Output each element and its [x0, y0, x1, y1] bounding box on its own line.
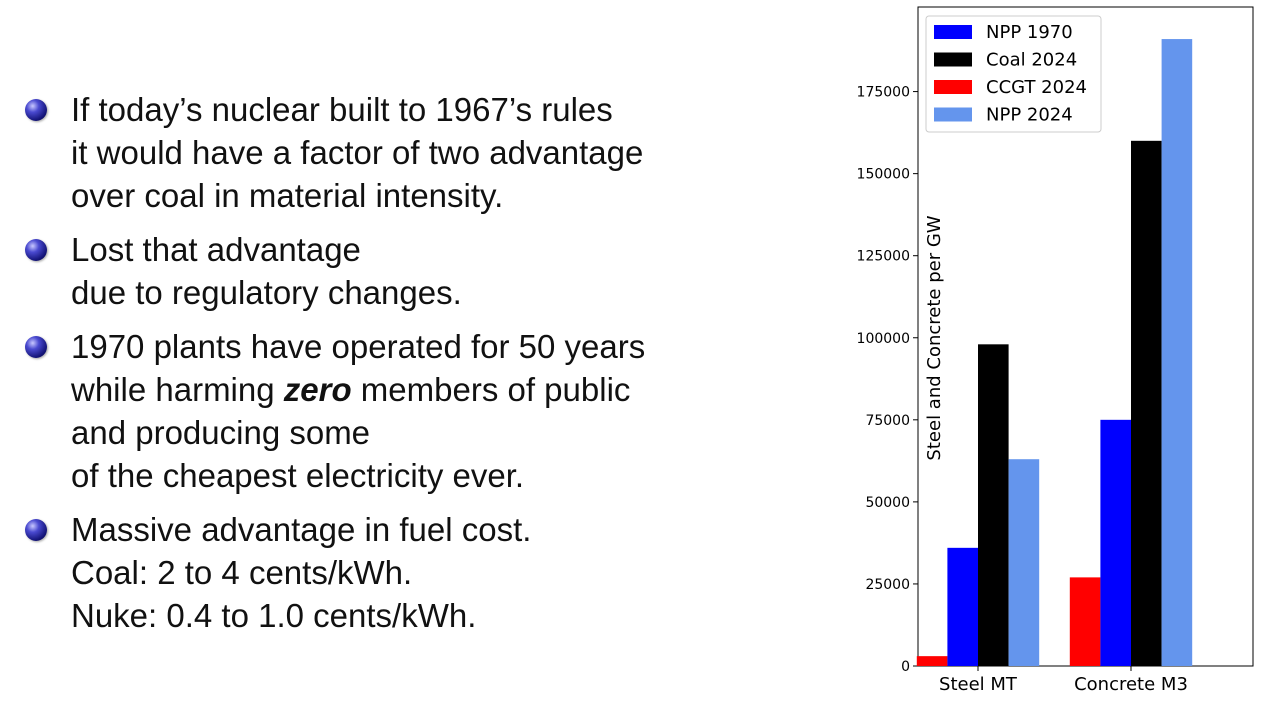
bullet-text-part: members of public: [351, 371, 631, 408]
y-axis-label: Steel and Concrete per GW: [924, 215, 945, 460]
legend-swatch: [934, 25, 972, 39]
y-tick-label: 75000: [865, 413, 910, 429]
bullet-item: Massive advantage in fuel cost. Coal: 2 …: [24, 508, 744, 637]
bullet-item: If today’s nuclear built to 1967’s rules…: [24, 88, 744, 217]
bullet-text: Nuke: 0.4 to 1.0 cents/kWh.: [71, 597, 477, 634]
bar-npp-1970: [947, 547, 978, 666]
legend-swatch: [934, 107, 972, 122]
bullet-text-part: while harming: [71, 371, 284, 408]
bullet-text: Massive advantage in fuel cost.: [71, 511, 532, 548]
bullet-text: over coal in material intensity.: [71, 177, 504, 214]
bullet-sphere-icon: [25, 336, 47, 358]
bar-chart: 0 25000 50000 75000 100000 125000 150000 175000…: [857, 6, 1254, 695]
bar-coal-2024: [1131, 140, 1162, 667]
bullet-sphere-icon: [25, 239, 47, 261]
x-axis: Steel MT Concrete M3: [939, 666, 1188, 695]
bullet-text: it would have a factor of two advantage: [71, 134, 644, 171]
x-tick-label: Concrete M3: [1074, 674, 1188, 695]
x-tick-label: Steel MT: [939, 674, 1018, 695]
bullet-item: Lost that advantage due to regulatory ch…: [24, 228, 744, 314]
y-axis: 0 25000 50000 75000 100000 125000 150000 175000: [857, 85, 918, 675]
bullet-text: 1970 plants have operated for 50 years: [71, 328, 646, 365]
legend-label: NPP 1970: [986, 22, 1073, 43]
bar-coal-2024: [978, 344, 1009, 666]
bullet-text: of the cheapest electricity ever.: [71, 457, 525, 494]
y-tick-label: 50000: [865, 495, 910, 511]
bar-ccgt-2024: [1069, 577, 1101, 666]
bullet-text: due to regulatory changes.: [71, 274, 462, 311]
bullet-sphere-icon: [25, 519, 47, 541]
bar-ccgt-2024: [916, 656, 948, 666]
bar-npp-2024: [1161, 39, 1193, 667]
bullet-item: 1970 plants have operated for 50 years w…: [24, 325, 744, 497]
legend-box: [925, 15, 1102, 133]
bullet-text: If today’s nuclear built to 1967’s rules: [71, 91, 613, 128]
y-tick-label: 125000: [857, 249, 910, 265]
bullet-text: Lost that advantage: [71, 231, 361, 268]
legend-label: NPP 2024: [986, 105, 1073, 126]
bullet-text: while harming zero members of public: [71, 368, 744, 411]
y-tick-label: 0: [901, 659, 910, 675]
bullet-text: Coal: 2 to 4 cents/kWh.: [71, 554, 413, 591]
y-tick-label: 100000: [857, 331, 910, 347]
bar-series: [916, 39, 1193, 667]
legend-swatch: [934, 80, 972, 94]
bar-npp-1970: [1100, 419, 1131, 666]
legend-swatch: [934, 52, 972, 67]
bar-npp-2024: [1008, 459, 1040, 666]
legend-label: Coal 2024: [986, 50, 1077, 71]
bullet-list: If today’s nuclear built to 1967’s rules…: [24, 88, 744, 648]
bullet-text: and producing some: [71, 414, 371, 451]
y-tick-label: 150000: [857, 167, 910, 183]
bullet-sphere-icon: [25, 99, 47, 121]
y-tick-label: 175000: [857, 85, 910, 101]
legend: NPP 1970 Coal 2024 CCGT 2024 NPP 2024: [925, 15, 1102, 133]
emphasis-text: zero: [283, 371, 352, 408]
legend-label: CCGT 2024: [986, 77, 1087, 98]
y-tick-label: 25000: [865, 577, 910, 593]
